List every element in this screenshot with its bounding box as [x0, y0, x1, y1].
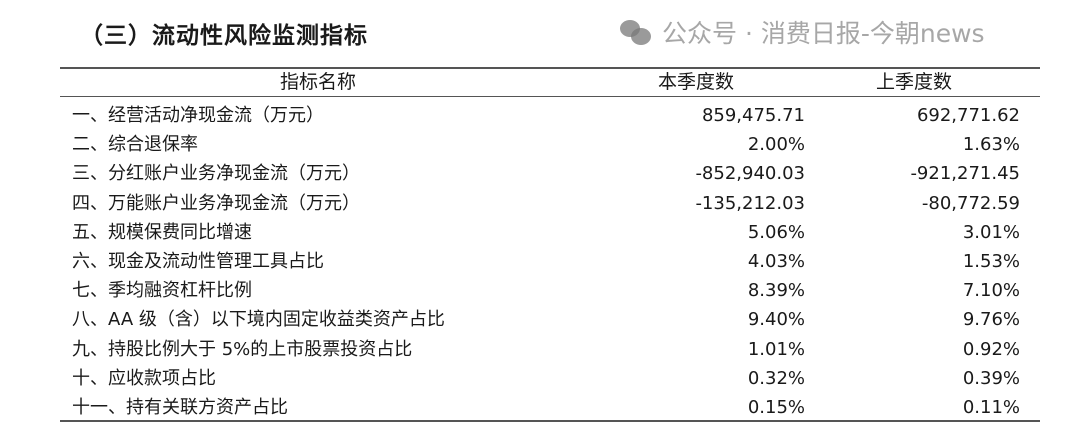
table-top-rule [60, 67, 1040, 69]
previous-value: 0.39% [962, 367, 1020, 389]
header-indicator-name: 指标名称 [280, 71, 357, 93]
table-row: 八、AA 级（含）以下境内固定收益类资产占比 9.40% 9.76% [60, 305, 1040, 334]
previous-value: 9.76% [962, 309, 1020, 331]
current-value: 859,475.71 [701, 105, 805, 126]
current-value: 1.01% [747, 338, 805, 360]
previous-value: 7.10% [962, 280, 1020, 302]
section-title: （三）流动性风险监测指标 [80, 22, 368, 49]
previous-value: 0.92% [962, 338, 1020, 360]
indicator-name: 一、经营活动净现金流（万元） [72, 105, 324, 126]
table-row: 十、应收款项占比 0.32% 0.39% [60, 364, 1040, 393]
current-value: 0.15% [747, 397, 805, 418]
current-value: -135,212.03 [695, 192, 805, 214]
previous-value: -921,271.45 [910, 163, 1020, 185]
previous-value: 1.53% [962, 251, 1020, 272]
previous-value: -80,772.59 [921, 192, 1020, 214]
indicator-name: 五、规模保费同比增速 [72, 221, 252, 243]
table-bottom-rule [60, 420, 1040, 422]
watermark: 公众号 · 消费日报-今朝news [620, 14, 985, 50]
header-rule [60, 96, 1040, 97]
indicator-name: 八、AA 级（含）以下境内固定收益类资产占比 [72, 309, 445, 331]
indicator-name: 七、季均融资杠杆比例 [72, 280, 252, 302]
header-current-quarter: 本季度数 [658, 71, 735, 93]
previous-value: 0.11% [962, 397, 1020, 418]
current-value: 8.39% [747, 280, 805, 302]
indicator-name: 十一、持有关联方资产占比 [72, 397, 288, 418]
indicator-name: 三、分红账户业务净现金流（万元） [72, 163, 360, 185]
wechat-icon [620, 18, 654, 46]
table-row: 七、季均融资杠杆比例 8.39% 7.10% [60, 276, 1040, 305]
current-value: 9.40% [747, 309, 805, 331]
table-row: 十一、持有关联方资产占比 0.15% 0.11% [60, 393, 1040, 422]
current-value: 2.00% [747, 134, 805, 156]
current-value: 5.06% [747, 221, 805, 243]
current-value: 0.32% [747, 367, 805, 389]
header-previous-quarter: 上季度数 [876, 71, 953, 93]
indicator-name: 九、持股比例大于 5%的上市股票投资占比 [72, 338, 413, 360]
watermark-text: 公众号 · 消费日报-今朝news [662, 19, 985, 48]
table-row: 五、规模保费同比增速 5.06% 3.01% [60, 218, 1040, 247]
table-row: 九、持股比例大于 5%的上市股票投资占比 1.01% 0.92% [60, 335, 1040, 364]
table-row: 四、万能账户业务净现金流（万元） -135,212.03 -80,772.59 [60, 189, 1040, 218]
table-row: 一、经营活动净现金流（万元） 859,475.71 692,771.62 [60, 101, 1040, 130]
current-value: -852,940.03 [695, 163, 805, 185]
indicator-name: 十、应收款项占比 [72, 367, 216, 389]
indicator-name: 二、综合退保率 [72, 134, 198, 156]
table-row: 三、分红账户业务净现金流（万元） -852,940.03 -921,271.45 [60, 159, 1040, 188]
table-row: 二、综合退保率 2.00% 1.63% [60, 130, 1040, 159]
current-value: 4.03% [747, 251, 805, 272]
indicator-name: 六、现金及流动性管理工具占比 [72, 251, 324, 272]
table-row: 六、现金及流动性管理工具占比 4.03% 1.53% [60, 247, 1040, 276]
previous-value: 1.63% [962, 134, 1020, 156]
previous-value: 3.01% [962, 221, 1020, 243]
previous-value: 692,771.62 [916, 105, 1020, 126]
indicator-name: 四、万能账户业务净现金流（万元） [72, 192, 360, 214]
